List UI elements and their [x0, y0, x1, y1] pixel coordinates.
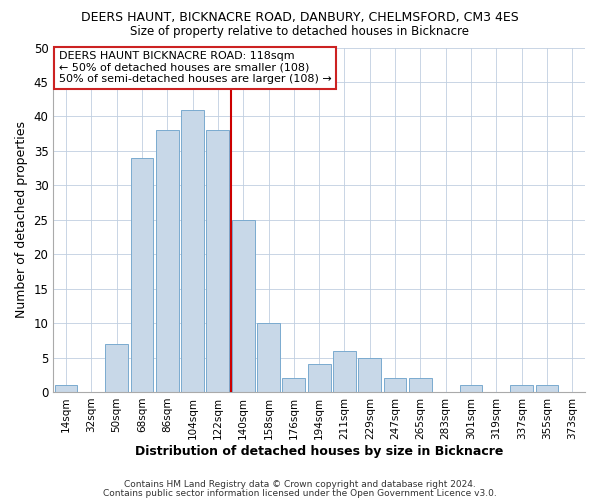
Text: Contains HM Land Registry data © Crown copyright and database right 2024.: Contains HM Land Registry data © Crown c… — [124, 480, 476, 489]
Bar — [536, 385, 559, 392]
Text: DEERS HAUNT BICKNACRE ROAD: 118sqm
← 50% of detached houses are smaller (108)
50: DEERS HAUNT BICKNACRE ROAD: 118sqm ← 50%… — [59, 51, 331, 84]
Bar — [460, 385, 482, 392]
Bar — [131, 158, 154, 392]
Bar — [156, 130, 179, 392]
Bar — [511, 385, 533, 392]
Bar — [181, 110, 204, 392]
Text: Contains public sector information licensed under the Open Government Licence v3: Contains public sector information licen… — [103, 488, 497, 498]
Bar — [257, 323, 280, 392]
Bar — [409, 378, 432, 392]
Bar — [206, 130, 229, 392]
Bar — [384, 378, 406, 392]
Text: Size of property relative to detached houses in Bicknacre: Size of property relative to detached ho… — [131, 25, 470, 38]
Bar — [358, 358, 381, 392]
X-axis label: Distribution of detached houses by size in Bicknacre: Distribution of detached houses by size … — [135, 444, 503, 458]
Text: DEERS HAUNT, BICKNACRE ROAD, DANBURY, CHELMSFORD, CM3 4ES: DEERS HAUNT, BICKNACRE ROAD, DANBURY, CH… — [81, 11, 519, 24]
Bar — [55, 385, 77, 392]
Y-axis label: Number of detached properties: Number of detached properties — [15, 121, 28, 318]
Bar — [308, 364, 331, 392]
Bar — [232, 220, 254, 392]
Bar — [105, 344, 128, 392]
Bar — [333, 350, 356, 392]
Bar — [283, 378, 305, 392]
